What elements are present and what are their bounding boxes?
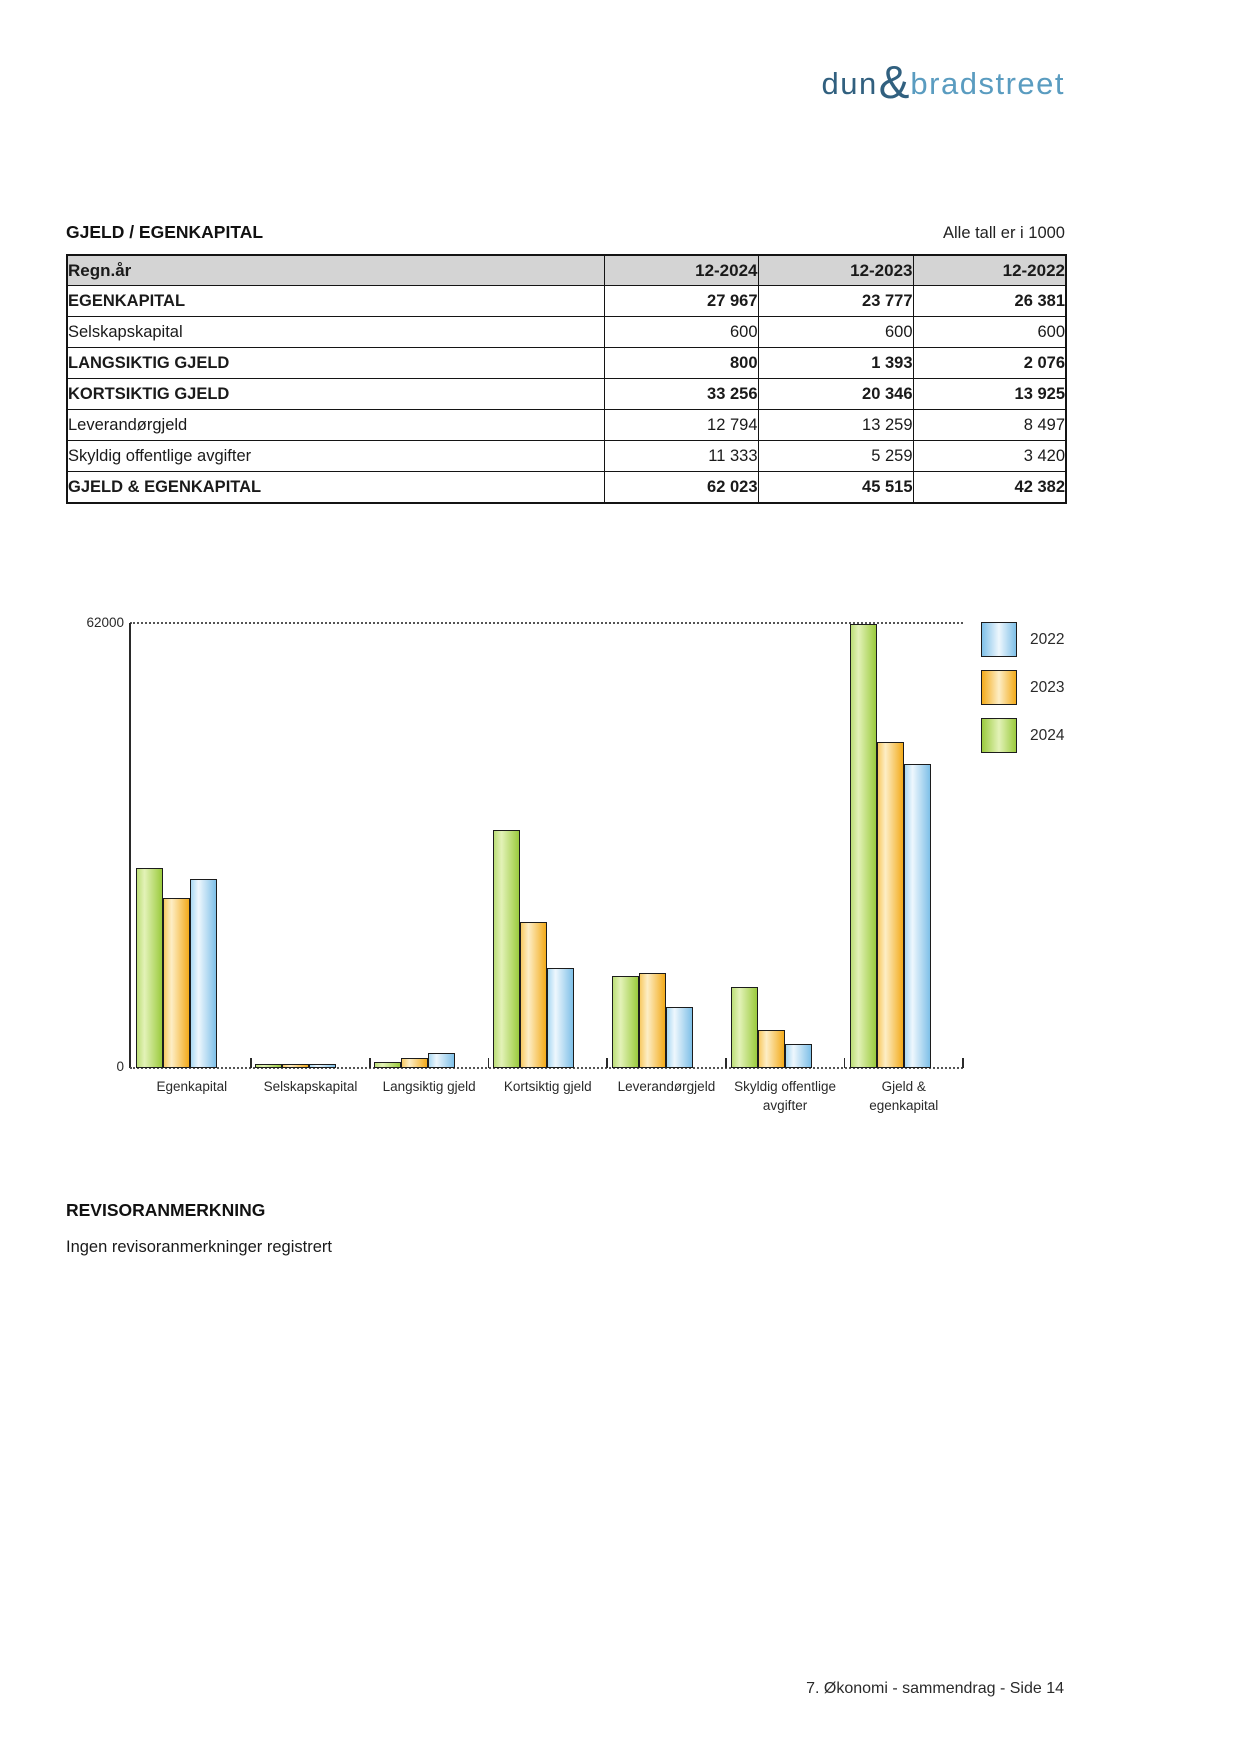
row-value: 12 794 (603, 409, 759, 441)
row-value: 600 (912, 316, 1067, 348)
bar-2023 (639, 973, 666, 1068)
row-label: Skyldig offentlige avgifter (66, 440, 605, 472)
row-value: 5 259 (757, 440, 914, 472)
bar-2023 (758, 1030, 785, 1068)
bar-2023 (877, 742, 904, 1068)
row-value: 8 497 (912, 409, 1067, 441)
column-header-year: 12-2023 (757, 254, 914, 286)
table-header: Regn.år 12-2024 12-2023 12-2022 (66, 254, 1067, 286)
table-header-row: Regn.år 12-2024 12-2023 12-2022 (66, 254, 1067, 286)
row-value: 45 515 (757, 471, 914, 504)
table-row: Selskapskapital 600 600 600 (66, 316, 1067, 348)
units-note: Alle tall er i 1000 (943, 224, 1065, 242)
bar-2022 (904, 764, 931, 1068)
row-label: KORTSIKTIG GJELD (66, 378, 605, 410)
table-row: Skyldig offentlige avgifter 11 333 5 259 3 … (66, 440, 1067, 472)
row-value: 13 925 (912, 378, 1067, 410)
row-label: Selskapskapital (66, 316, 605, 348)
bar-2024 (731, 986, 758, 1068)
column-header-regnar: Regn.år (66, 254, 605, 286)
row-value: 33 256 (603, 378, 759, 410)
x-axis-category-label: Langsiktig gjeld (382, 1079, 476, 1094)
x-axis-tickmark (843, 1058, 846, 1068)
bar-2022 (666, 1007, 693, 1068)
x-axis-category-label: Skyldig offentlige avgifter (734, 1079, 836, 1113)
bar-2024 (493, 829, 520, 1068)
row-value: 600 (757, 316, 914, 348)
row-value: 26 381 (912, 285, 1067, 317)
logo-text-bradstreet: bradstreet (910, 66, 1065, 101)
legend-swatch-2023 (981, 670, 1017, 705)
bar-2023 (401, 1058, 428, 1068)
y-axis-line (129, 623, 131, 1068)
row-label: Leverandørgjeld (66, 409, 605, 441)
bar-2023 (520, 922, 547, 1068)
top-gridline (130, 622, 963, 624)
x-axis-tickmark (487, 1058, 490, 1068)
auditor-remarks-title: REVISORANMERKNING (66, 1200, 266, 1220)
bar-2024 (136, 867, 163, 1068)
bar-2022 (190, 879, 217, 1068)
x-axis-category-label: Kortsiktig gjeld (503, 1079, 592, 1094)
x-axis-tickmark (606, 1058, 608, 1068)
row-value: 27 967 (603, 285, 759, 317)
auditor-remarks-text: Ingen revisoranmerkninger registrert (66, 1238, 332, 1256)
x-axis-category-label: Selskapskapital (263, 1079, 358, 1094)
section-title: GJELD / EGENKAPITAL (66, 222, 264, 242)
table-body: EGENKAPITAL 27 967 23 777 26 381 Selskapskap… (66, 285, 1067, 504)
row-value: 1 393 (757, 347, 914, 379)
row-value: 42 382 (912, 471, 1067, 504)
table-row: EGENKAPITAL 27 967 23 777 26 381 (66, 285, 1067, 317)
row-value: 23 777 (757, 285, 914, 317)
y-axis-tick-label-bottom: 0 (116, 1059, 124, 1074)
legend-label: 2024 (1030, 727, 1065, 744)
column-header-year: 12-2022 (912, 254, 1067, 286)
bar-2024 (612, 976, 639, 1068)
row-value: 13 259 (757, 409, 914, 441)
row-value: 11 333 (603, 440, 759, 472)
row-label: EGENKAPITAL (66, 285, 605, 317)
section-head: GJELD / EGENKAPITAL Alle tall er i 1000 (66, 222, 1065, 243)
y-axis-tick-label-top: 62000 (86, 615, 124, 630)
row-value: 2 076 (912, 347, 1067, 379)
dun-bradstreet-logo: dun & bradstreet (821, 56, 1065, 108)
x-axis-tickmark (724, 1058, 727, 1068)
bar-2024 (255, 1063, 282, 1068)
x-axis-category-label: Leverandørgjeld (617, 1079, 716, 1094)
row-value: 20 346 (757, 378, 914, 410)
x-axis-category-label: Gjeld & egenkapital (869, 1079, 939, 1113)
column-header-year: 12-2024 (603, 254, 759, 286)
legend-swatch-2024 (981, 718, 1017, 753)
row-value: 3 420 (912, 440, 1067, 472)
legend-swatch-2022 (981, 622, 1017, 657)
x-axis-category-label: Egenkapital (156, 1079, 228, 1094)
bar-2022 (309, 1063, 336, 1068)
bar-2022 (785, 1043, 812, 1068)
bar-2024 (374, 1062, 401, 1068)
x-axis-tickmark (369, 1058, 371, 1068)
row-label: LANGSIKTIG GJELD (66, 347, 605, 379)
row-value: 800 (603, 347, 759, 379)
bar-2022 (428, 1053, 455, 1068)
page-footer: 7. Økonomi - sammendrag - Side 14 (806, 1680, 1064, 1697)
x-axis-tickmark (250, 1058, 252, 1068)
row-label: GJELD & EGENKAPITAL (66, 471, 605, 504)
table-row: KORTSIKTIG GJELD 33 256 20 346 13 925 (66, 378, 1067, 410)
debt-equity-table: Regn.år 12-2024 12-2023 12-2022 EGENKAPITAL… (66, 254, 1067, 504)
row-value: 600 (603, 316, 759, 348)
x-axis-tickmark (962, 1058, 964, 1068)
legend-label: 2023 (1030, 679, 1065, 696)
table-row: GJELD & EGENKAPITAL 62 023 45 515 42 382 (66, 471, 1067, 504)
logo-text-dun: dun (821, 66, 878, 101)
legend-label: 2022 (1030, 631, 1065, 648)
bar-2023 (163, 897, 190, 1068)
bar-2022 (547, 968, 574, 1068)
row-value: 62 023 (603, 471, 759, 504)
table-row: Leverandørgjeld 12 794 13 259 8 497 (66, 409, 1067, 441)
bar-2024 (850, 623, 877, 1068)
table-row: LANGSIKTIG GJELD 800 1 393 2 076 (66, 347, 1067, 379)
bar-2023 (282, 1063, 309, 1068)
